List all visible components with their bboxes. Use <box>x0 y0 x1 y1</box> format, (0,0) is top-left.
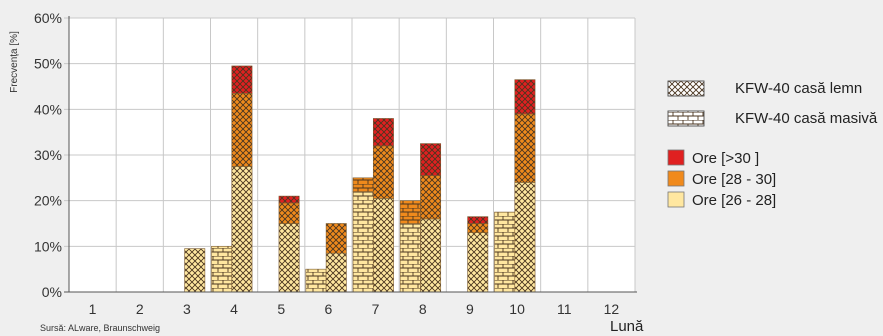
bar-segment-pattern <box>278 195 300 204</box>
bar-segment-pattern <box>278 202 300 224</box>
bar-segment-pattern <box>467 232 489 293</box>
bars <box>184 65 536 293</box>
bar-segment-pattern <box>184 248 206 293</box>
x-tick-label: 5 <box>277 301 285 317</box>
bar-segment-pattern <box>231 65 253 94</box>
bar-segment-pattern <box>325 252 347 293</box>
y-tick-label: 30% <box>34 147 62 163</box>
x-tick-label: 10 <box>509 301 525 317</box>
x-tick-label: 11 <box>557 301 572 317</box>
bar-segment-pattern <box>399 223 421 293</box>
bar-segment-pattern <box>372 145 394 199</box>
bar-segment-pattern <box>420 143 442 176</box>
x-tick-label: 7 <box>372 301 380 317</box>
bar-segment-pattern <box>399 200 421 224</box>
y-tick-label: 60% <box>34 10 62 26</box>
x-tick-label: 2 <box>136 301 144 317</box>
legend-item-casa-lemn: KFW-40 casă lemn <box>735 80 862 97</box>
bar-segment-pattern <box>372 198 394 293</box>
y-tick-label: 10% <box>34 238 62 254</box>
x-tick-label: 8 <box>419 301 427 317</box>
legend-swatch-pattern <box>667 110 705 127</box>
source-note: Sursă: ALware, Braunschweig <box>40 323 160 333</box>
y-tick-label: 20% <box>34 193 62 209</box>
x-tick-label: 4 <box>230 301 238 317</box>
y-axis-label: Frecvența [%] <box>9 31 20 93</box>
legend-item-casa-masiva: KFW-40 casă masivă <box>735 110 878 127</box>
legend-swatch <box>667 170 685 187</box>
x-tick-label: 1 <box>89 301 97 317</box>
bar-segment-pattern <box>211 246 233 293</box>
bar-segment-pattern <box>420 218 442 293</box>
y-tick-label: 40% <box>34 101 62 117</box>
bar-segment-pattern <box>372 118 394 147</box>
x-tick-label: 9 <box>466 301 474 317</box>
bar-segment-pattern <box>514 182 536 293</box>
bar-segment-pattern <box>231 93 253 167</box>
bar-segment-pattern <box>352 191 374 293</box>
y-tick-label: 0% <box>42 284 62 300</box>
bar-segment-pattern <box>278 223 300 293</box>
bar-segment-pattern <box>467 216 489 224</box>
bar-segment-pattern <box>514 79 536 115</box>
x-axis-label: Lună <box>610 318 644 335</box>
x-tick-label: 12 <box>604 301 620 317</box>
grid: 0% 10% 20% 30% 40% 50% 60% <box>34 10 636 300</box>
bar-segment-pattern <box>231 166 253 293</box>
bar-segment-pattern <box>305 268 327 293</box>
bar-segment-pattern <box>514 113 536 183</box>
y-tick-label: 50% <box>34 56 62 72</box>
legend: KFW-40 casă lemn KFW-40 casă masivă Ore [>… <box>667 80 878 209</box>
legend-item-level: Ore [>30 ] <box>692 150 759 167</box>
axes: 1 2 3 4 5 6 7 8 9 10 11 12 <box>64 16 637 317</box>
legend-item-level: Ore [28 - 30] <box>692 171 776 188</box>
bar-segment-pattern <box>352 177 374 192</box>
bar-segment-pattern <box>420 175 442 220</box>
bar-segment-pattern <box>325 223 347 254</box>
legend-swatch-pattern <box>667 80 705 97</box>
legend-swatch <box>667 191 685 208</box>
x-tick-label: 3 <box>183 301 191 317</box>
bar-segment-pattern <box>467 223 489 233</box>
legend-item-level: Ore [26 - 28] <box>692 192 776 209</box>
legend-swatch <box>667 149 685 166</box>
x-tick-label: 6 <box>325 301 333 317</box>
bar-segment-pattern <box>494 211 516 293</box>
